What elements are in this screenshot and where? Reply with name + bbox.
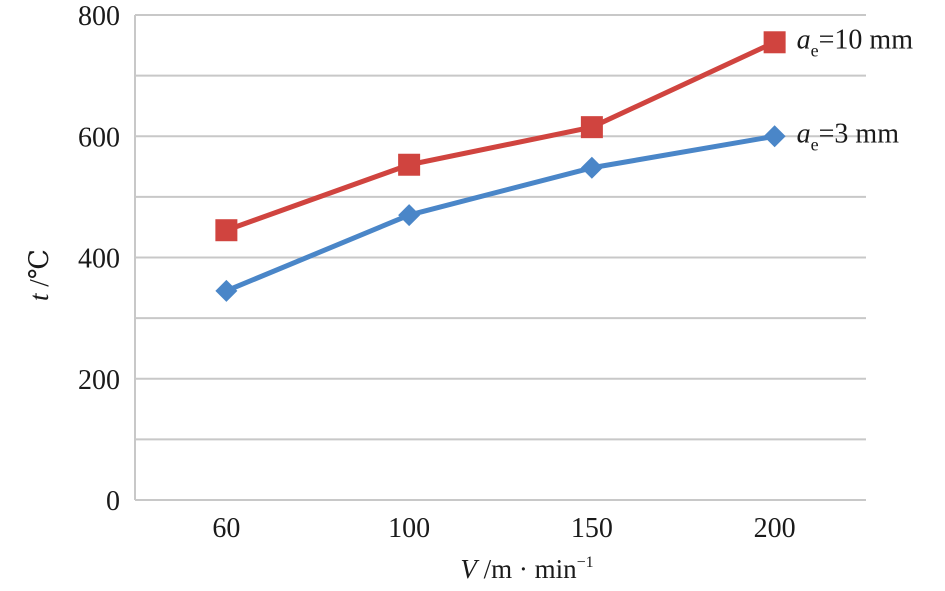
series-label-sub: e [811,134,819,154]
x-axis-label-var: V [460,554,480,584]
square-marker [580,116,603,139]
x-tick-label: 200 [754,513,796,544]
series-label-rest: =10 mm [819,24,914,55]
x-axis-label: V /m · min−1 [460,554,593,584]
series-line [225,133,776,294]
series-1: ae=3 mm [215,118,899,302]
y-axis-label-unit: /℃ [24,249,54,293]
gridlines [135,14,866,441]
y-axis-label: t /℃ [24,249,54,301]
series-label-rest: =3 mm [819,118,900,149]
x-axis-label-exponent: −1 [577,554,594,571]
square-marker [398,153,421,176]
y-tick-label: 800 [78,1,120,32]
series-label-var: a [797,24,811,55]
series-label: ae=10 mm [797,24,914,60]
diamond-marker [398,204,421,227]
square-marker [763,31,786,54]
y-tick-label: 0 [106,486,120,517]
x-tick-labels: 60 100 150 200 [212,513,795,544]
x-tick-label: 150 [571,513,613,544]
diamond-marker [763,125,786,148]
series-line [225,40,776,233]
diamond-marker [215,279,238,302]
diamond-marker [580,156,603,179]
x-tick-label: 60 [212,513,240,544]
series-label-sub: e [811,40,819,60]
y-axis-label-var: t [24,292,54,301]
y-tick-label: 200 [78,365,120,396]
square-marker [215,219,238,242]
series-label-var: a [797,118,811,149]
axes [134,15,866,501]
x-tick-label: 100 [388,513,430,544]
y-tick-labels: 0 200 400 600 800 [78,1,120,517]
series-label: ae=3 mm [797,118,900,154]
series-0: ae=10 mm [215,24,914,242]
y-tick-label: 400 [78,244,120,275]
x-axis-label-unit: /m · min [477,554,577,584]
y-tick-label: 600 [78,122,120,153]
